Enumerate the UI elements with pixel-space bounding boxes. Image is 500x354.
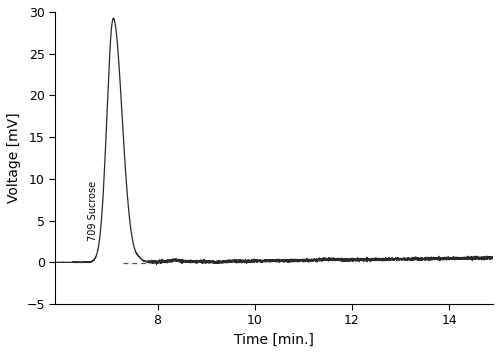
Y-axis label: Voltage [mV]: Voltage [mV] [7,113,21,203]
Text: 709 Sucrose: 709 Sucrose [88,181,99,241]
X-axis label: Time [min.]: Time [min.] [234,333,314,347]
